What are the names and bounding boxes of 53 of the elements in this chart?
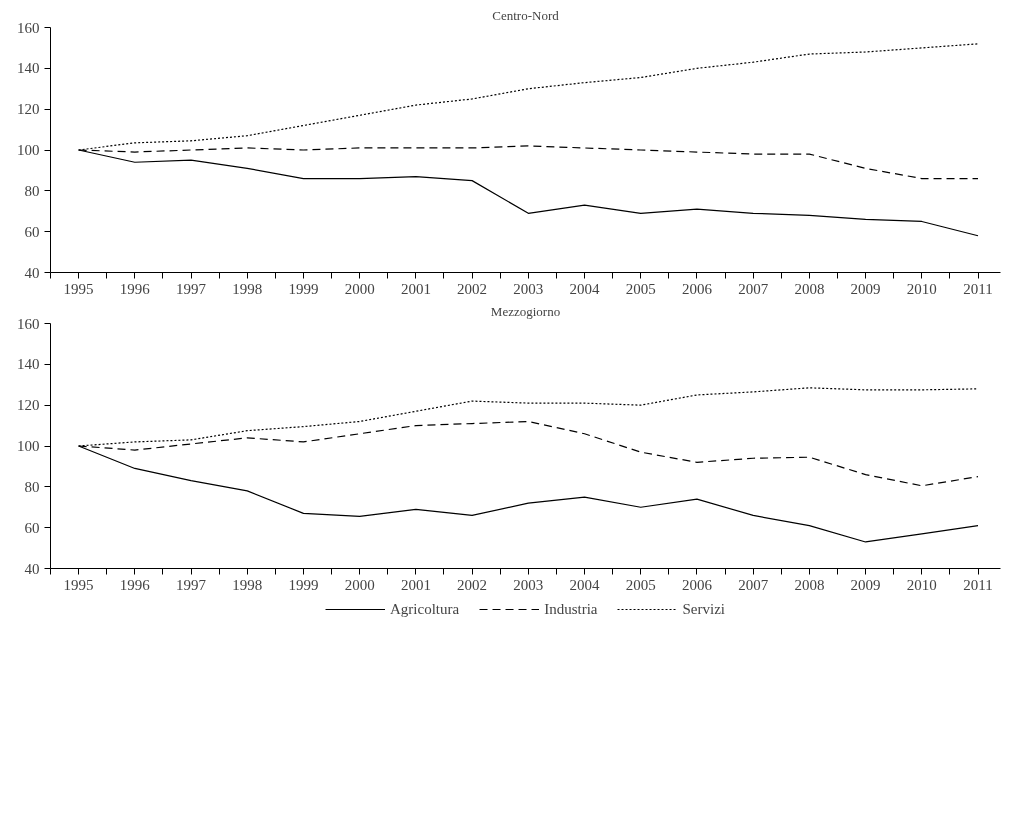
y-tick-label: 60 xyxy=(24,223,40,240)
x-tick-label: 2000 xyxy=(344,576,375,593)
x-tick-label: 2003 xyxy=(513,576,544,593)
x-tick-label: 2008 xyxy=(794,576,825,593)
chart-title: Mezzogiorno xyxy=(490,303,561,319)
x-tick-label: 2009 xyxy=(850,280,881,297)
y-tick-label: 80 xyxy=(24,478,40,495)
x-tick-label: 2001 xyxy=(400,576,431,593)
x-tick-label: 1996 xyxy=(119,280,151,297)
x-tick-label: 2005 xyxy=(625,576,656,593)
y-tick-label: 120 xyxy=(17,101,40,118)
y-tick-label: 60 xyxy=(24,519,40,536)
x-tick-label: 1998 xyxy=(232,280,263,297)
y-tick-label: 100 xyxy=(17,142,40,158)
x-tick-label: 2003 xyxy=(513,280,544,297)
x-tick-label: 1997 xyxy=(176,576,207,593)
x-tick-label: 2010 xyxy=(906,280,937,297)
x-tick-label: 2011 xyxy=(963,280,993,297)
x-tick-label: 2000 xyxy=(344,280,375,297)
x-tick-label: 2011 xyxy=(963,576,993,593)
y-tick-label: 160 xyxy=(17,315,40,332)
x-tick-label: 1998 xyxy=(232,576,263,593)
x-tick-label: 2002 xyxy=(457,280,488,297)
x-tick-label: 2002 xyxy=(457,576,488,593)
x-tick-label: 2007 xyxy=(738,280,769,297)
legend-label: Servizi xyxy=(682,600,725,618)
x-tick-label: 1996 xyxy=(119,576,151,593)
x-tick-label: 2006 xyxy=(681,576,713,593)
x-tick-label: 1995 xyxy=(63,280,94,297)
y-tick-label: 160 xyxy=(17,19,40,36)
y-tick-label: 80 xyxy=(24,182,40,199)
x-tick-label: 2010 xyxy=(906,576,937,593)
y-tick-label: 40 xyxy=(24,264,40,281)
x-tick-label: 1997 xyxy=(176,280,207,297)
y-tick-label: 100 xyxy=(17,438,40,454)
x-tick-label: 2004 xyxy=(569,280,601,297)
x-tick-label: 2008 xyxy=(794,280,825,297)
x-tick-label: 2004 xyxy=(569,576,601,593)
x-tick-label: 1999 xyxy=(288,280,319,297)
x-tick-label: 2005 xyxy=(625,280,656,297)
legend-label: Industria xyxy=(544,600,598,618)
x-tick-label: 2007 xyxy=(738,576,769,593)
y-tick-label: 40 xyxy=(24,560,40,577)
chart-title: Centro-Nord xyxy=(492,7,560,23)
y-tick-label: 140 xyxy=(17,60,40,77)
y-tick-label: 120 xyxy=(17,397,40,414)
x-tick-label: 1999 xyxy=(288,576,319,593)
legend-label: Agricoltura xyxy=(390,600,460,618)
x-tick-label: 2009 xyxy=(850,576,881,593)
x-tick-label: 2001 xyxy=(400,280,431,297)
y-tick-label: 140 xyxy=(17,356,40,373)
x-tick-label: 2006 xyxy=(681,280,713,297)
x-tick-label: 1995 xyxy=(63,576,94,593)
